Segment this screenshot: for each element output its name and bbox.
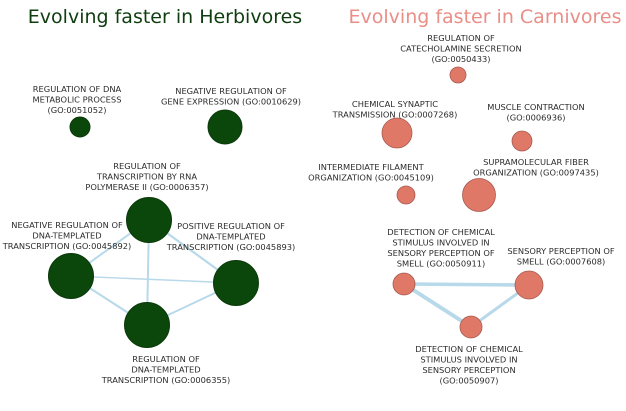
carnivore-labels: REGULATION OF CATECHOLAMINE SECRETION (GO:… [308,33,615,386]
label-line: STIMULUS INVOLVED IN [420,355,517,365]
label-line: MUSCLE CONTRACTION [487,102,584,112]
label-line: INTERMEDIATE FILAMENT [318,162,424,172]
label-line: SENSORY PERCEPTION OF [507,246,615,256]
label-line: (GO:0006936) [506,113,565,123]
herbivores-title: Evolving faster in Herbivores [28,6,302,28]
carnivores-title: Evolving faster in Carnivores [349,6,622,28]
label-line: (GO:0050907) [439,376,498,386]
label-line: DETECTION OF CHEMICAL [387,227,495,237]
label-line: DNA-TEMPLATED [32,231,101,241]
node-label-c8: DETECTION OF CHEMICAL STIMULUS INVOLVED I… [415,344,523,386]
edge-c6-c7 [402,282,531,287]
node-label-c2: CHEMICAL SYNAPTIC TRANSMISSION (GO:000726… [332,99,458,120]
herbivore-labels: REGULATION OF DNA METABOLIC PROCESS (GO:00… [2,84,301,385]
node-label-h5: POSITIVE REGULATION OF DNA-TEMPLATED TRANS… [166,221,296,252]
label-line: DNA-TEMPLATED [131,365,200,375]
node-label-c4: INTERMEDIATE FILAMENT ORGANIZATION (GO:00… [308,162,434,183]
node-c6[interactable] [392,272,416,296]
label-line: DNA-TEMPLATED [196,232,265,242]
label-line: TRANSCRIPTION BY RNA [96,172,197,182]
node-label-h3: REGULATION OF TRANSCRIPTION BY RNA POLYMER… [85,161,208,192]
label-line: METABOLIC PROCESS [33,95,122,105]
label-line: CHEMICAL SYNAPTIC [352,99,438,109]
label-line: SUPRAMOLECULAR FIBER [483,157,589,167]
node-label-h2: NEGATIVE REGULATION OF GENE EXPRESSION (G… [161,86,301,107]
label-line: SENSORY PERCEPTION [422,365,515,375]
label-line: ORGANIZATION (GO:0045109) [308,173,434,183]
node-c7[interactable] [514,270,544,300]
label-line: NEGATIVE REGULATION OF [175,86,287,96]
node-c5[interactable] [462,178,496,212]
label-line: NEGATIVE REGULATION OF [11,220,123,230]
label-line: SENSORY PERCEPTION OF [387,248,495,258]
label-line: REGULATION OF [113,161,181,171]
node-h1[interactable] [69,116,91,138]
label-line: TRANSCRIPTION (GO:0045892) [2,241,132,251]
node-label-h1: REGULATION OF DNA METABOLIC PROCESS (GO:00… [33,84,122,115]
label-line: REGULATION OF [427,33,495,43]
node-label-c3: MUSCLE CONTRACTION (GO:0006936) [487,102,584,123]
carnivore-nodes [381,66,544,339]
node-c4[interactable] [396,185,416,205]
label-line: ORGANIZATION (GO:0097435) [473,168,599,178]
node-label-c7: SENSORY PERCEPTION OF SMELL (GO:0007608) [507,246,615,267]
node-c3[interactable] [511,130,533,152]
label-line: POLYMERASE II (GO:0006357) [85,182,208,192]
node-c8[interactable] [459,315,483,339]
node-label-c1: REGULATION OF CATECHOLAMINE SECRETION (GO:… [400,33,521,64]
label-line: REGULATION OF DNA [33,84,122,94]
node-c2[interactable] [381,117,413,149]
node-h2[interactable] [207,109,243,145]
node-label-c6: DETECTION OF CHEMICAL STIMULUS INVOLVED I… [387,227,495,269]
node-h6[interactable] [124,302,170,348]
node-h3[interactable] [126,197,172,243]
label-line: (GO:0051052) [47,105,106,115]
label-line: STIMULUS INVOLVED IN [392,238,489,248]
node-h4[interactable] [48,253,94,299]
herbivore-nodes [48,109,259,348]
label-line: CATECHOLAMINE SECRETION [400,44,521,54]
edge-c6-c8 [402,282,473,329]
node-h5[interactable] [213,260,259,306]
label-line: TRANSCRIPTION (GO:0006355) [101,375,231,385]
node-c1[interactable] [449,66,467,84]
label-line: (GO:0050433) [431,54,490,64]
label-line: SMELL (GO:0007608) [517,257,606,267]
label-line: REGULATION OF [132,354,200,364]
label-line: POSITIVE REGULATION OF [177,221,285,231]
label-line: SMELL (GO:0050911) [397,259,486,269]
node-label-h4: NEGATIVE REGULATION OF DNA-TEMPLATED TRANS… [2,220,132,251]
label-line: DETECTION OF CHEMICAL [415,344,523,354]
label-line: TRANSCRIPTION (GO:0045893) [166,242,296,252]
node-label-h6: REGULATION OF DNA-TEMPLATED TRANSCRIPTION … [101,354,231,385]
label-line: GENE EXPRESSION (GO:0010629) [161,97,301,107]
node-label-c5: SUPRAMOLECULAR FIBER ORGANIZATION (GO:009… [473,157,599,178]
edge-h4-h5 [70,275,237,284]
label-line: TRANSMISSION (GO:0007268) [332,110,458,120]
